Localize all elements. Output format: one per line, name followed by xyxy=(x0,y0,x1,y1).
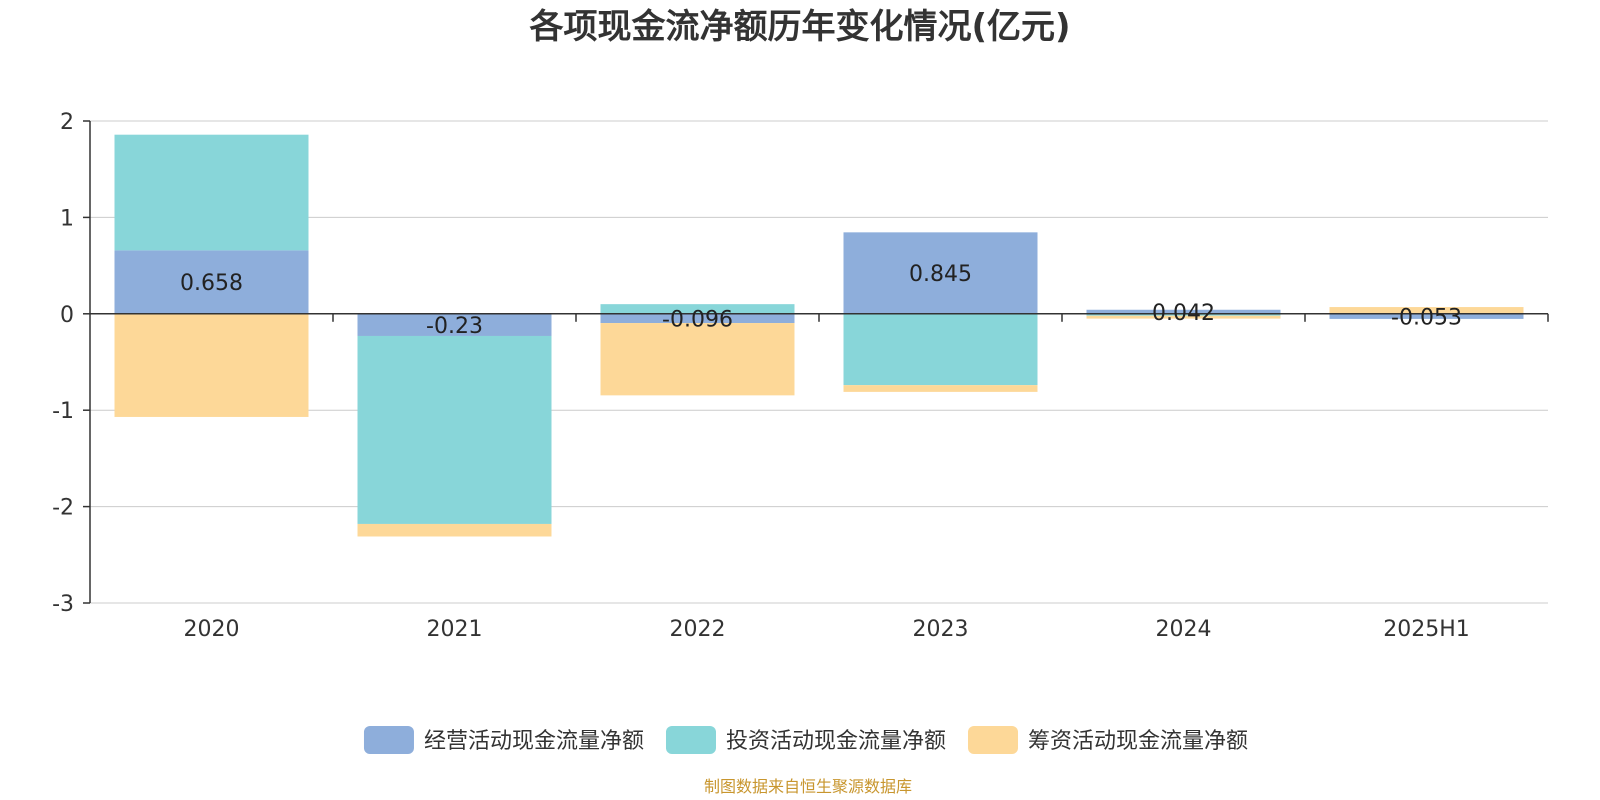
bar-segment xyxy=(843,232,1038,314)
bar-segment xyxy=(1086,315,1281,319)
data-label: -0.23 xyxy=(426,314,483,339)
data-label: 0.845 xyxy=(909,262,972,287)
y-tick-label: -2 xyxy=(52,496,74,521)
axes: 2 1 0 -1 -2 -3 2020 2021 2022 2023 2024 2025H1 xyxy=(52,110,1549,642)
bar-segment xyxy=(114,134,309,251)
y-tick-label: 0 xyxy=(60,303,74,328)
y-tick-label: -1 xyxy=(52,399,74,424)
legend: 经营活动现金流量净额 投资活动现金流量净额 筹资活动现金流量净额 xyxy=(363,726,1248,754)
legend-swatch xyxy=(968,726,1019,754)
x-tick-label: 2024 xyxy=(1156,617,1212,642)
legend-label: 筹资活动现金流量净额 xyxy=(1028,729,1248,754)
bar-segment xyxy=(1329,313,1524,319)
bar-segment xyxy=(114,250,309,314)
bar-segment xyxy=(600,323,795,396)
data-label: -0.053 xyxy=(1391,305,1462,330)
bar-segment xyxy=(843,385,1038,392)
bar-segment xyxy=(1086,313,1281,316)
chart-title: 各项现金流净额历年变化情况(亿元) xyxy=(529,7,1070,47)
y-tick-label: -3 xyxy=(52,592,74,617)
data-label: 0.042 xyxy=(1152,301,1215,326)
data-labels: 0.658 -0.23 -0.096 0.845 0.042 -0.053 xyxy=(180,262,1462,339)
bar-segment xyxy=(1086,309,1281,314)
x-tick-label: 2021 xyxy=(427,617,483,642)
x-tick-label: 2023 xyxy=(913,617,969,642)
bar-segment xyxy=(357,523,552,537)
bar-segment xyxy=(357,335,552,524)
bar-segment xyxy=(357,313,552,336)
legend-swatch xyxy=(665,726,716,754)
bar-segment xyxy=(843,313,1038,386)
bars xyxy=(114,134,1524,537)
x-tick-label: 2022 xyxy=(670,617,726,642)
source-note: 制图数据来自恒生聚源数据库 xyxy=(704,777,912,796)
legend-label: 经营活动现金流量净额 xyxy=(424,729,644,754)
bar-segment xyxy=(114,313,309,417)
x-tick-label: 2025H1 xyxy=(1383,617,1470,642)
bar-segment xyxy=(600,313,795,324)
x-tick-label: 2020 xyxy=(184,617,240,642)
data-label: 0.658 xyxy=(180,271,243,296)
bar-segment xyxy=(600,304,795,314)
data-label: -0.096 xyxy=(662,307,733,332)
grid xyxy=(90,120,1548,604)
y-tick-label: 1 xyxy=(60,206,74,231)
y-tick-label: 2 xyxy=(60,110,74,135)
bar-segment xyxy=(1329,307,1524,314)
legend-swatch xyxy=(363,726,414,754)
legend-label: 投资活动现金流量净额 xyxy=(726,729,946,754)
